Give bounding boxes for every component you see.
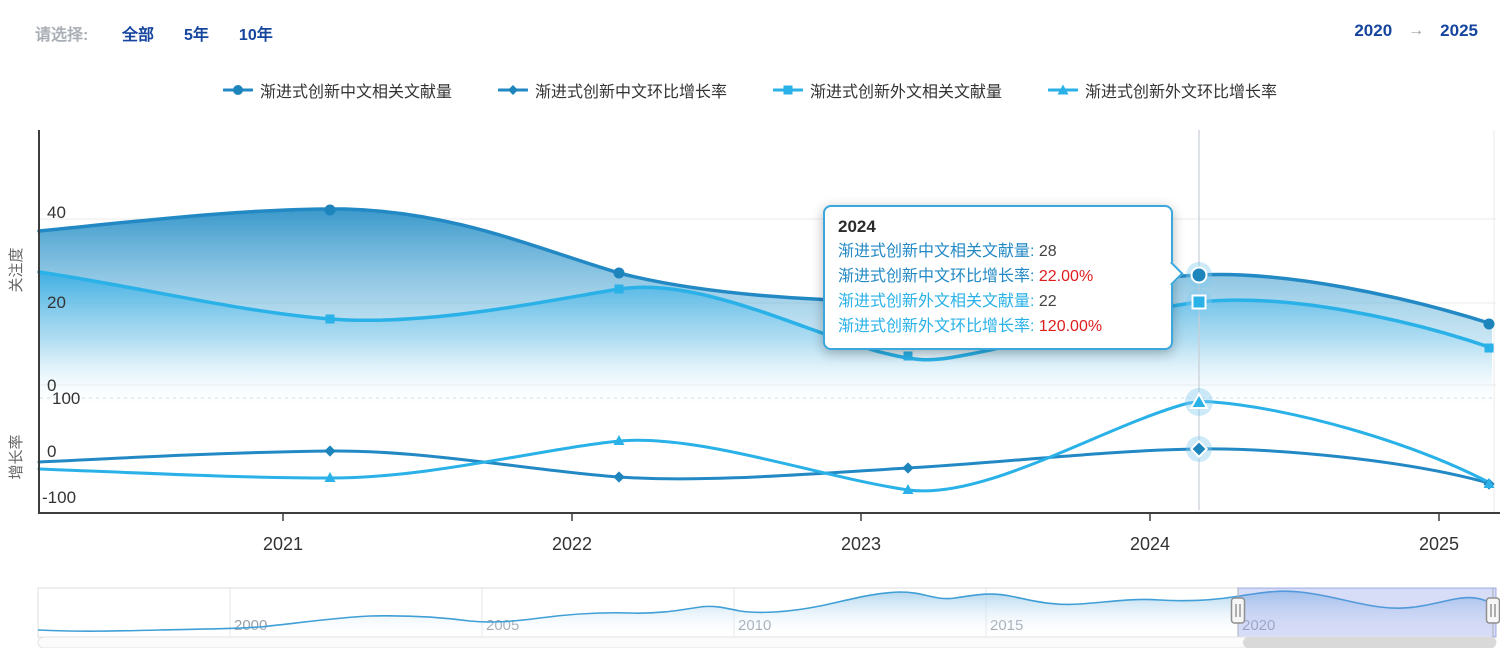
- legend-item-chinese-count[interactable]: 渐进式创新中文相关文献量: [222, 78, 452, 102]
- legend-circle-marker-icon: [222, 85, 253, 95]
- horizontal-scrollbar[interactable]: [37, 636, 1497, 648]
- ytick-0-top: 0: [47, 376, 56, 395]
- line-chinese-count: [37, 207, 1494, 326]
- ytick-labels-attention: 40 20 0: [47, 203, 66, 395]
- tooltip-value: 22.00%: [1038, 268, 1094, 285]
- ytick-labels-growth: 100 0 -100: [42, 389, 80, 507]
- highlight-markers-2024[interactable]: [1185, 262, 1213, 462]
- xtick-labels: 2021 2022 2023 2024 2025: [263, 534, 1459, 554]
- legend-label: 渐进式创新中文环比增长率: [534, 84, 727, 101]
- tooltip-year-title: 2024: [838, 217, 876, 236]
- tooltip-row-foreign-rate: 渐进式创新外文环比增长率: 120.00%: [838, 314, 1158, 339]
- ytick-20: 20: [47, 293, 66, 312]
- xtick-2022: 2022: [552, 534, 592, 554]
- legend-diamond-marker-icon: [497, 85, 528, 95]
- xtick-2021: 2021: [263, 534, 303, 554]
- area-foreign-count: [39, 272, 1492, 405]
- legend-triangle-marker-icon: [1048, 84, 1079, 95]
- tooltip-value: 120.00%: [1038, 318, 1103, 335]
- markers-chinese-count: [324, 204, 1495, 330]
- legend-item-foreign-rate[interactable]: 渐进式创新外文环比增长率: [1048, 78, 1277, 102]
- xtick-2023: 2023: [841, 534, 881, 554]
- datazoom-window[interactable]: [1237, 587, 1497, 638]
- tooltip-label: 渐进式创新外文相关文献量:: [838, 293, 1035, 310]
- select-label: 请选择:: [35, 27, 89, 44]
- range-end-year: 2025: [1440, 21, 1478, 40]
- tooltip-label: 渐进式创新中文相关文献量:: [838, 243, 1035, 260]
- legend-square-marker-icon: [773, 85, 803, 95]
- markers-foreign-count: [325, 284, 1494, 361]
- axis-ticks: [282, 513, 1440, 521]
- markers-foreign-rate: [324, 435, 1495, 494]
- ytick-0-bottom: 0: [47, 442, 56, 461]
- chart-legend: 渐进式创新中文相关文献量 渐进式创新中文环比增长率 渐进式创新外文相关文献量 渐…: [0, 78, 1500, 102]
- legend-label: 渐进式创新中文相关文献量: [259, 84, 452, 101]
- range-start-year: 2020: [1354, 21, 1393, 40]
- tooltip-row-chinese-count: 渐进式创新中文相关文献量: 28: [838, 239, 1158, 264]
- markers-chinese-rate: [324, 445, 1495, 490]
- datazoom-left-handle[interactable]: [1230, 588, 1246, 637]
- tooltip-row-chinese-rate: 渐进式创新中文环比增长率: 22.00%: [838, 264, 1158, 289]
- datazoom-minimap[interactable]: 2000 2005 2010 2015 2020: [37, 587, 1500, 638]
- legend-label: 渐进式创新外文环比增长率: [1085, 84, 1278, 101]
- ytick-40: 40: [47, 203, 66, 222]
- chart-tooltip: 2024 渐进式创新中文相关文献量: 28 渐进式创新中文环比增长率: 22.0…: [823, 205, 1184, 350]
- ytick-neg100: -100: [42, 488, 76, 507]
- line-foreign-rate: [37, 400, 1494, 493]
- xtick-2024: 2024: [1130, 534, 1170, 554]
- scrollbar-thumb[interactable]: [1243, 637, 1496, 648]
- legend-item-chinese-rate[interactable]: 渐进式创新中文环比增长率: [497, 78, 727, 102]
- tooltip-label: 渐进式创新中文环比增长率:: [838, 268, 1035, 285]
- legend-label: 渐进式创新外文相关文献量: [810, 84, 1003, 101]
- filter-bar: 请选择: 全部 5年 10年 2020 → 2025: [0, 18, 1500, 48]
- ytick-100: 100: [52, 389, 80, 408]
- range-arrow-icon: →: [1408, 22, 1425, 39]
- filter-option-5y[interactable]: 5年: [184, 27, 209, 44]
- tooltip-value: 22: [1038, 293, 1057, 310]
- filter-option-10y[interactable]: 10年: [238, 27, 273, 44]
- minimap-area: [38, 591, 1496, 636]
- yaxis-name-attention: 关注度: [8, 247, 25, 292]
- selected-range: 2020 → 2025: [1354, 21, 1478, 41]
- filter-option-all[interactable]: 全部: [122, 27, 155, 44]
- tooltip-label: 渐进式创新外文环比增长率:: [838, 318, 1035, 335]
- line-chinese-rate: [37, 447, 1494, 486]
- axis-lines: [38, 130, 1500, 514]
- minimap-line: [37, 590, 1497, 632]
- tooltip-value: 28: [1038, 243, 1057, 260]
- range-filter-options: 全部 5年 10年: [122, 21, 273, 45]
- legend-item-foreign-count[interactable]: 渐进式创新外文相关文献量: [773, 78, 1002, 102]
- xtick-2025: 2025: [1419, 534, 1459, 554]
- yaxis-name-growth: 增长率: [8, 434, 25, 479]
- tooltip-row-foreign-count: 渐进式创新外文相关文献量: 22: [838, 289, 1158, 314]
